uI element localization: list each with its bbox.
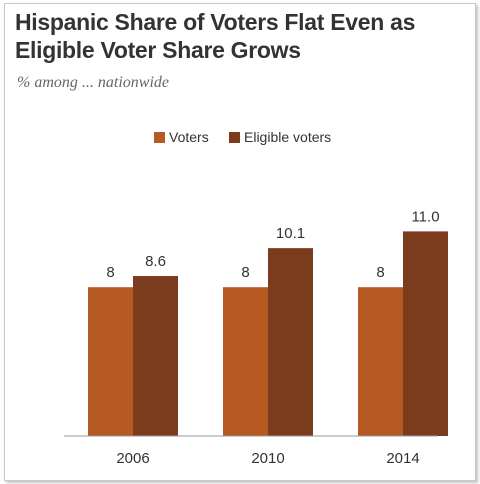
data-label-2014-series-2: 11.0 [411, 208, 439, 225]
data-label-2006-series-1: 8 [106, 264, 114, 281]
legend-label-1: Voters [169, 129, 209, 145]
bar-2014-series-2 [403, 231, 448, 436]
bar-2010-series-1 [223, 287, 268, 436]
bar-2014-series-1 [358, 287, 403, 436]
data-label-2006-series-2: 8.6 [145, 253, 166, 270]
data-label-2010-series-1: 8 [241, 264, 249, 281]
bar-2006-series-1 [88, 287, 133, 436]
bar-2010-series-2 [268, 248, 313, 436]
x-tick-label-2014: 2014 [386, 450, 419, 467]
data-label-2010-series-2: 10.1 [276, 225, 305, 242]
legend-swatch-1 [154, 132, 165, 143]
legend-swatch-2 [229, 132, 240, 143]
chart-subtitle: % among ... nationwide [17, 74, 169, 91]
x-tick-label-2006: 2006 [116, 450, 149, 467]
x-tick-label-2010: 2010 [251, 450, 284, 467]
data-label-2014-series-1: 8 [376, 264, 384, 281]
bar-2006-series-2 [133, 276, 178, 436]
legend-label-2: Eligible voters [244, 129, 331, 145]
chart-title: Hispanic Share of Voters Flat Even as El… [15, 9, 416, 63]
